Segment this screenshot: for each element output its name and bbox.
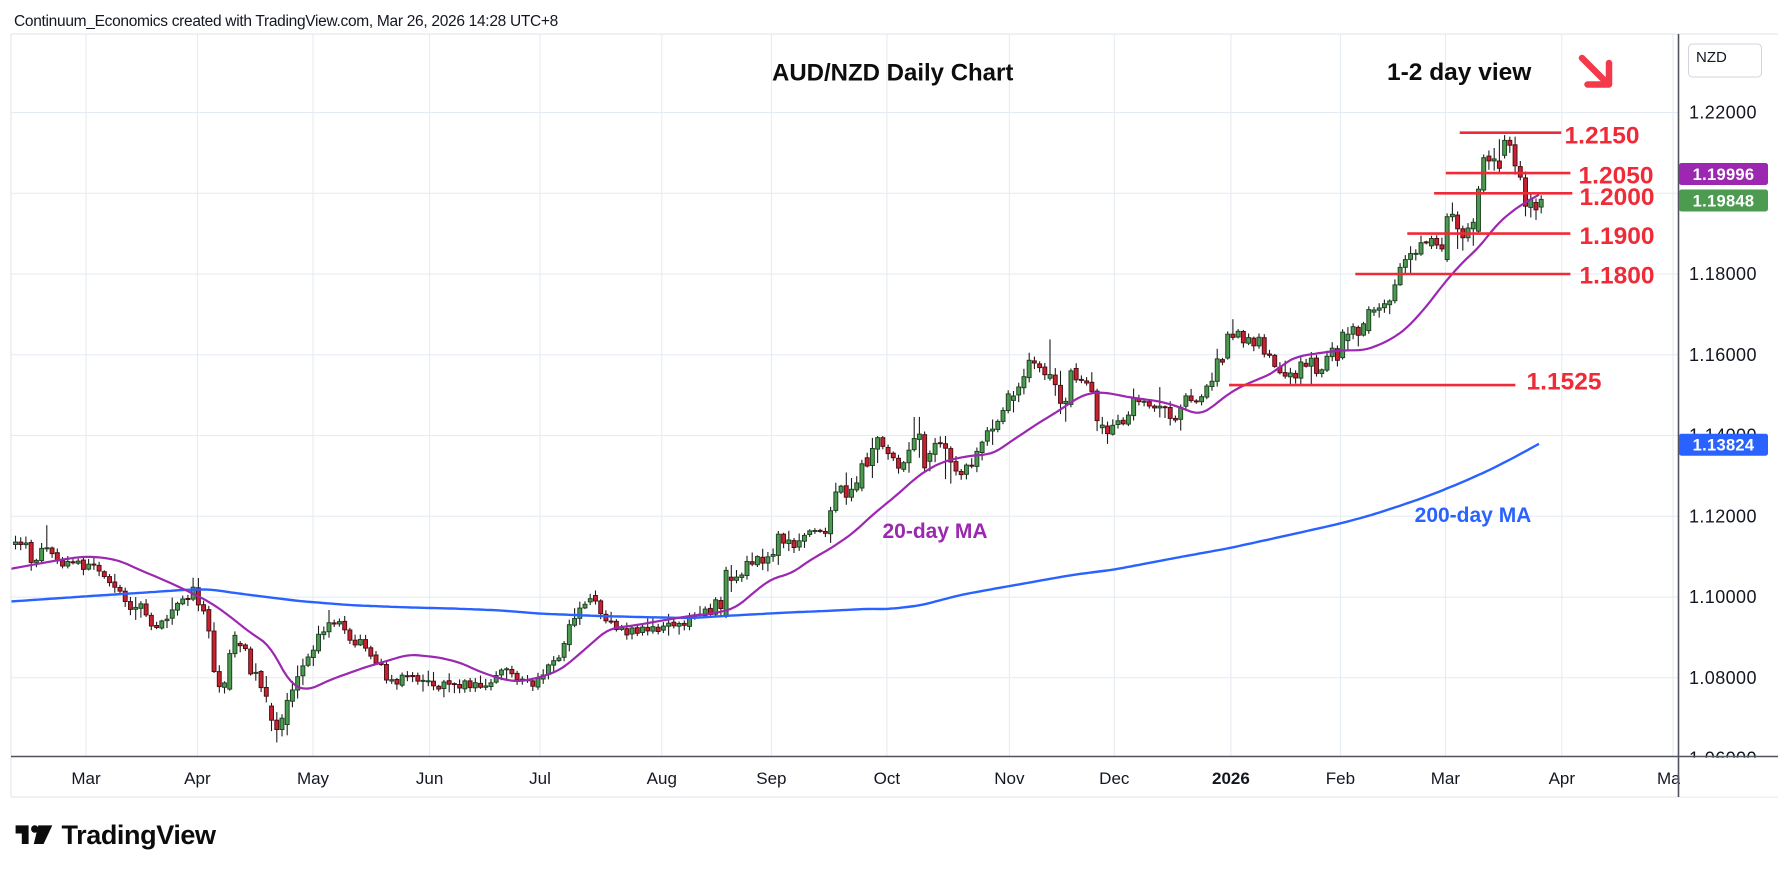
svg-text:1.2050: 1.2050 xyxy=(1579,163,1654,190)
svg-text:NZD: NZD xyxy=(1696,49,1727,66)
svg-text:Apr: Apr xyxy=(1549,769,1576,788)
svg-text:1-2 day view: 1-2 day view xyxy=(1387,59,1532,86)
svg-text:1.19848: 1.19848 xyxy=(1693,193,1755,211)
svg-text:1.12000: 1.12000 xyxy=(1689,506,1757,526)
svg-text:2026: 2026 xyxy=(1212,769,1250,788)
svg-text:Aug: Aug xyxy=(647,769,677,788)
svg-text:1.19996: 1.19996 xyxy=(1693,166,1755,184)
svg-text:1.08000: 1.08000 xyxy=(1689,668,1757,688)
svg-text:Jul: Jul xyxy=(529,769,551,788)
svg-text:1.1525: 1.1525 xyxy=(1527,369,1602,396)
svg-text:Apr: Apr xyxy=(184,769,211,788)
svg-text:1.1900: 1.1900 xyxy=(1580,223,1655,250)
svg-text:20-day MA: 20-day MA xyxy=(882,520,987,543)
svg-text:1.22000: 1.22000 xyxy=(1689,103,1757,123)
svg-text:1.2150: 1.2150 xyxy=(1565,122,1640,149)
svg-text:Mar: Mar xyxy=(71,769,101,788)
svg-text:200-day MA: 200-day MA xyxy=(1415,504,1532,527)
svg-text:1.10000: 1.10000 xyxy=(1689,587,1757,607)
svg-text:AUD/NZD Daily Chart: AUD/NZD Daily Chart xyxy=(772,60,1013,87)
svg-text:Sep: Sep xyxy=(756,769,786,788)
svg-text:1.2000: 1.2000 xyxy=(1580,184,1655,211)
svg-text:1.13824: 1.13824 xyxy=(1693,437,1755,455)
svg-text:1.18000: 1.18000 xyxy=(1689,264,1757,284)
svg-text:Dec: Dec xyxy=(1099,769,1130,788)
svg-text:May: May xyxy=(297,769,330,788)
svg-text:Mar: Mar xyxy=(1431,769,1461,788)
svg-text:Oct: Oct xyxy=(874,769,901,788)
svg-text:Continuum_Economics created wi: Continuum_Economics created with Trading… xyxy=(14,13,558,30)
svg-text:Feb: Feb xyxy=(1326,769,1355,788)
svg-text:1.16000: 1.16000 xyxy=(1689,345,1757,365)
svg-text:1.1800: 1.1800 xyxy=(1580,263,1655,290)
svg-text:Nov: Nov xyxy=(994,769,1025,788)
svg-text:TradingView: TradingView xyxy=(62,820,218,850)
svg-text:Jun: Jun xyxy=(416,769,443,788)
